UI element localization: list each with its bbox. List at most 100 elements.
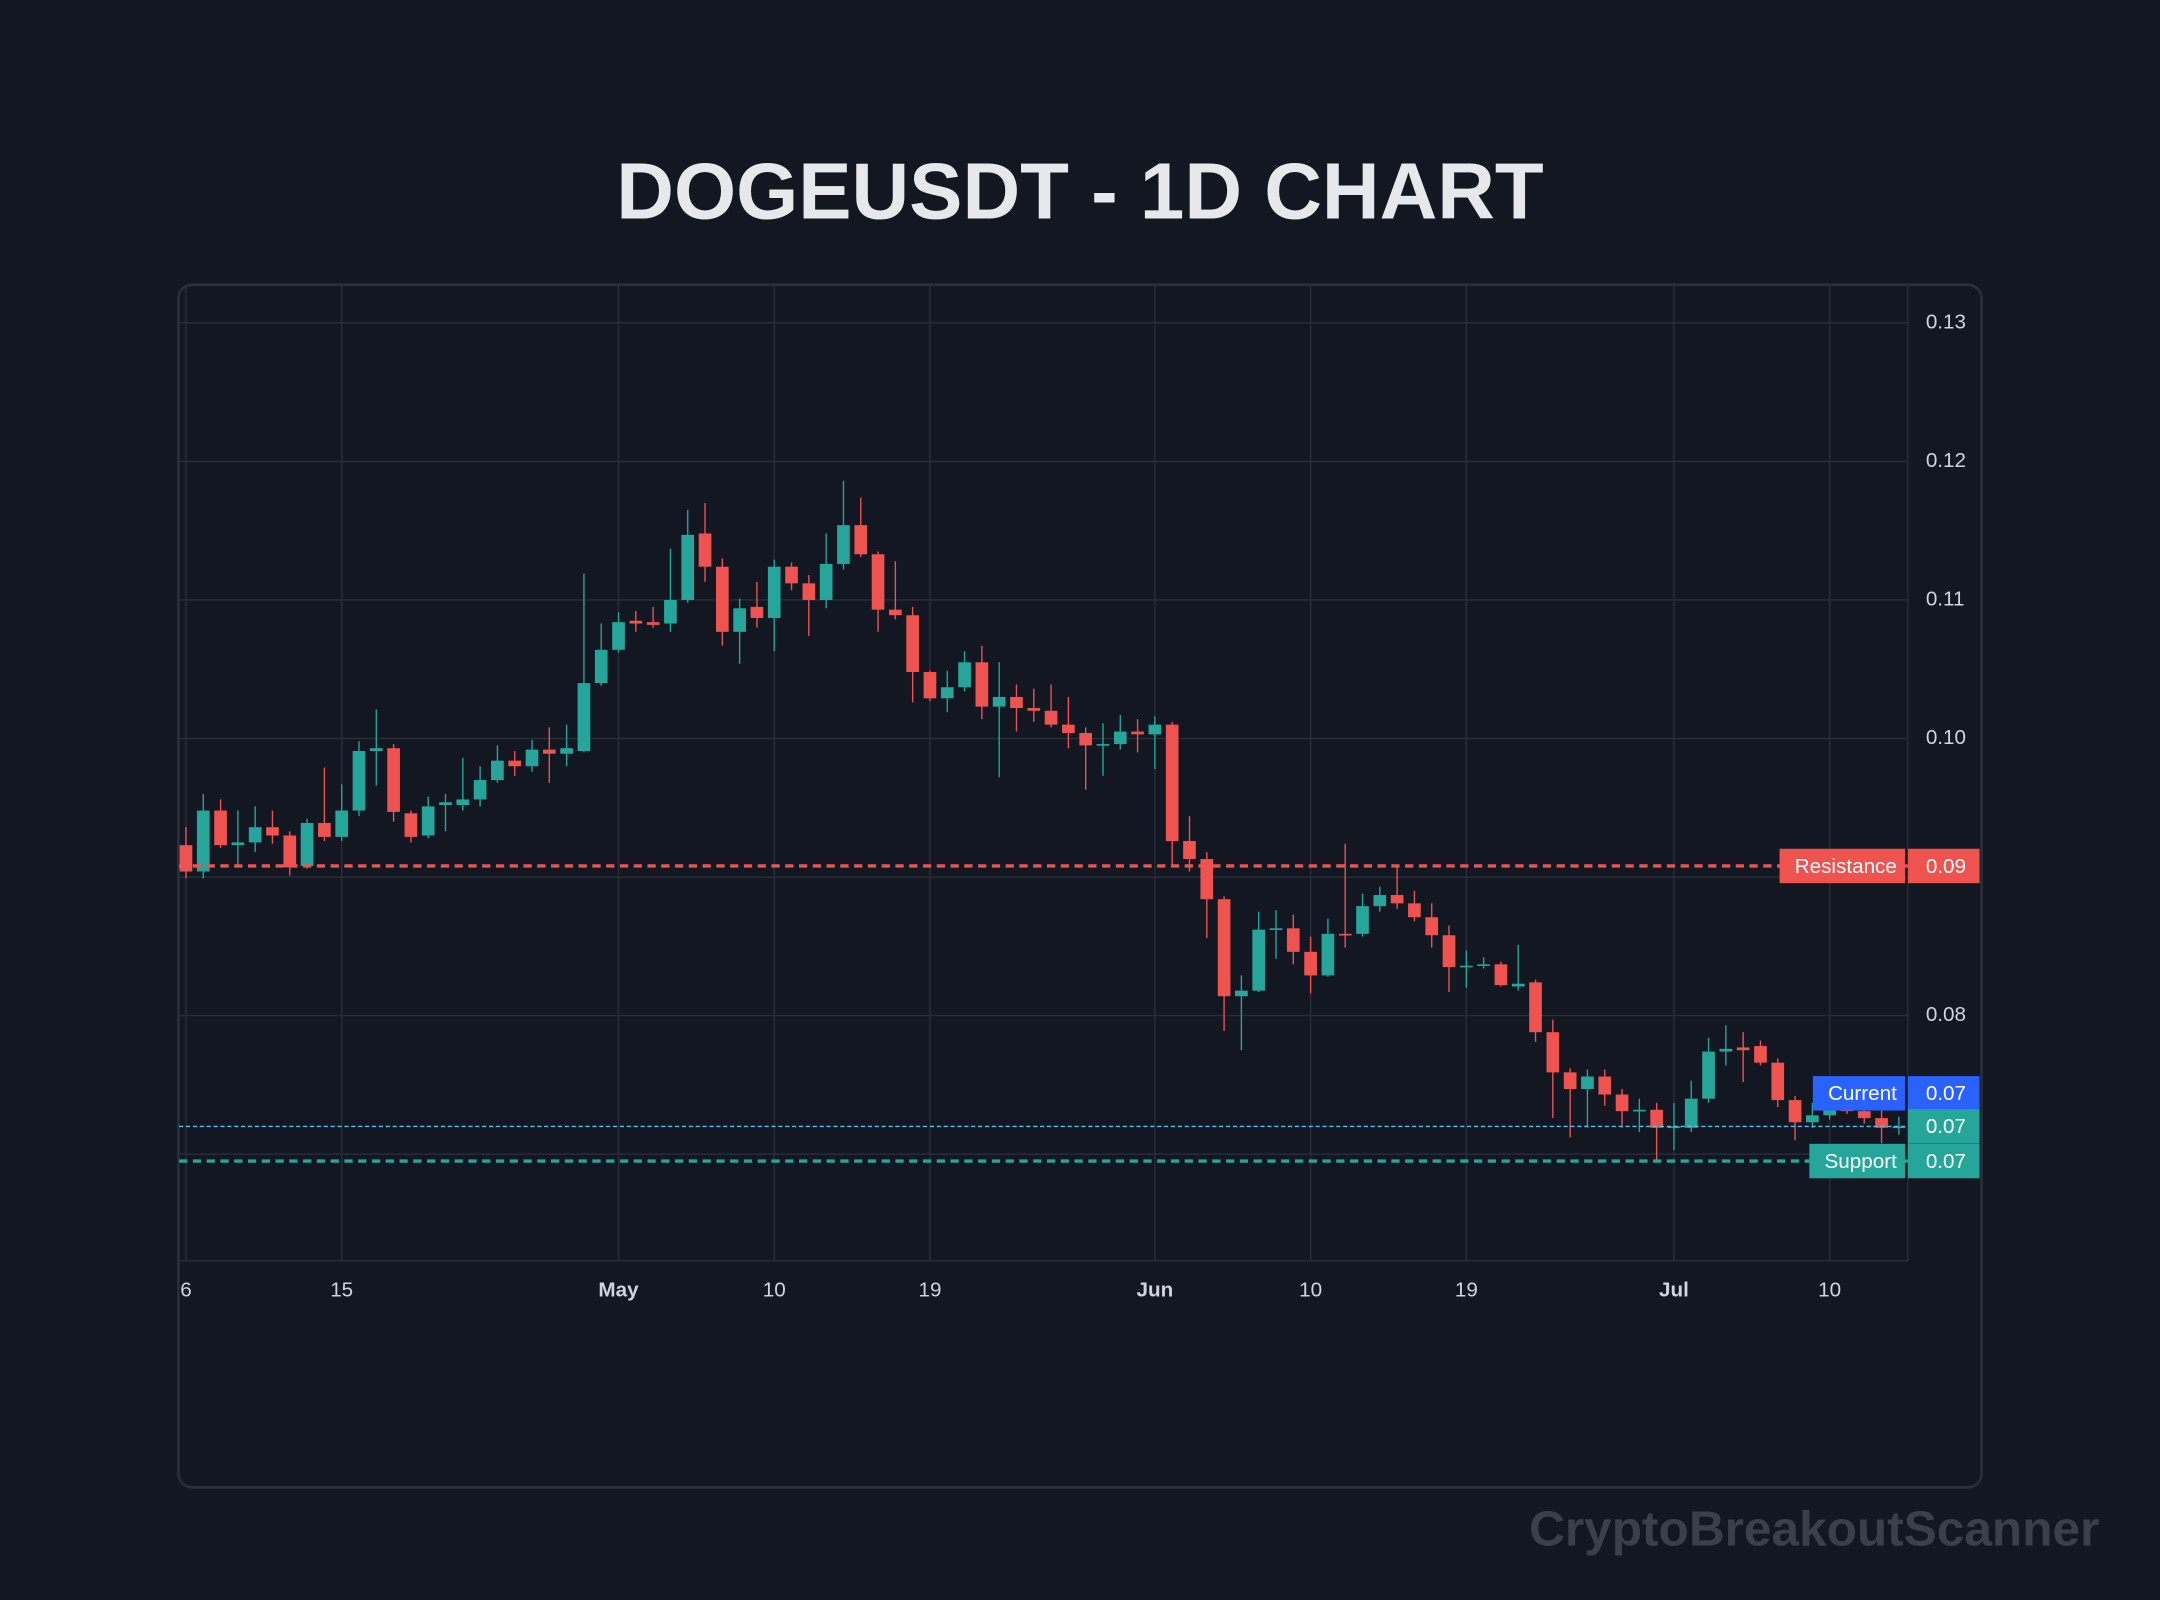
candle-body xyxy=(958,662,971,688)
candle-body xyxy=(664,599,677,624)
candle-body xyxy=(1581,1076,1594,1090)
candle-body xyxy=(1771,1062,1785,1101)
candle-body xyxy=(369,748,383,751)
candle-body xyxy=(1633,1109,1646,1112)
candle-body xyxy=(1286,928,1300,952)
candle-body xyxy=(1615,1094,1629,1112)
candle-body xyxy=(1754,1046,1767,1063)
candle-body xyxy=(421,806,435,836)
candle-body xyxy=(300,823,314,866)
candle-body xyxy=(1408,903,1421,918)
candle-body xyxy=(715,566,729,632)
level-price-label: 0.07 xyxy=(1926,1150,1966,1173)
candle-body xyxy=(1252,929,1266,991)
candle-body xyxy=(525,749,539,767)
candle-body xyxy=(837,525,850,564)
candle-body xyxy=(1235,990,1248,997)
candle-body xyxy=(1442,935,1456,968)
candle-body xyxy=(1269,928,1283,930)
x-tick-label: 15 xyxy=(330,1279,353,1302)
candle-body xyxy=(1459,965,1473,968)
candle-body xyxy=(318,823,331,837)
candle-body xyxy=(456,799,470,806)
candle-body xyxy=(248,827,262,843)
level-name: Support xyxy=(1825,1150,1898,1173)
candle-body xyxy=(1165,724,1179,842)
candle-body xyxy=(975,662,989,707)
candle-body xyxy=(1356,906,1369,934)
x-tick-label: Jun xyxy=(1137,1279,1174,1302)
candle-body xyxy=(1719,1048,1733,1052)
watermark: CryptoBreakoutScanner xyxy=(1529,1500,2099,1556)
candle-body xyxy=(1477,964,1490,966)
candle-body xyxy=(802,583,816,600)
candle-body xyxy=(1684,1098,1698,1128)
chart-title: DOGEUSDT - 1D CHART xyxy=(616,146,1543,235)
level-price-box xyxy=(1907,1076,1980,1111)
candle-body xyxy=(1096,744,1110,746)
candle-body xyxy=(1494,964,1508,986)
y-tick-label: 0.12 xyxy=(1926,449,1966,472)
y-tick-label: 0.11 xyxy=(1926,587,1965,610)
candle-body xyxy=(1062,724,1075,733)
level-price-box xyxy=(1907,848,1980,884)
candle-body xyxy=(1788,1100,1802,1123)
candle-body xyxy=(1079,732,1093,746)
candle-body xyxy=(1546,1032,1560,1073)
candle-body xyxy=(387,748,400,812)
candle-body xyxy=(1200,859,1214,900)
x-tick-label: 19 xyxy=(918,1279,941,1302)
candle-body xyxy=(196,810,210,872)
last-price-label: 0.07 xyxy=(1926,1115,1966,1138)
level-name-box xyxy=(1809,1143,1906,1179)
x-tick-label: Jul xyxy=(1659,1279,1689,1302)
x-tick-label: 10 xyxy=(1818,1279,1841,1302)
candle-body xyxy=(940,687,954,699)
candle-body xyxy=(1857,1111,1871,1119)
candle-body xyxy=(577,683,591,751)
level-price-label: 0.09 xyxy=(1926,855,1966,878)
candle-body xyxy=(1148,724,1162,735)
candle-body xyxy=(508,760,522,767)
candle-body xyxy=(266,827,279,836)
last-price-box xyxy=(1907,1109,1980,1144)
candle-body xyxy=(1806,1115,1819,1123)
candle-body xyxy=(1667,1126,1681,1129)
candle-body xyxy=(542,749,556,754)
candle-body xyxy=(1875,1118,1888,1128)
candle-body xyxy=(1390,895,1404,904)
candle-body xyxy=(473,780,487,800)
candle-body xyxy=(231,842,245,846)
candle-body xyxy=(560,748,573,754)
candle-body xyxy=(491,760,504,781)
level-name: Resistance xyxy=(1795,855,1897,878)
candle-body xyxy=(1044,710,1058,725)
candle-body xyxy=(767,566,781,618)
candle-body xyxy=(1529,982,1542,1033)
candle-body xyxy=(1304,951,1317,976)
candle-body xyxy=(733,608,746,632)
candle-body xyxy=(906,615,919,673)
candle-body xyxy=(889,609,902,616)
candle-body xyxy=(1113,731,1127,745)
level-price-label: 0.07 xyxy=(1926,1082,1966,1105)
candle-body xyxy=(1183,841,1196,860)
candle-body xyxy=(1511,983,1525,987)
candle-body xyxy=(1131,731,1144,735)
candle-body xyxy=(1373,895,1387,907)
candle-body xyxy=(629,620,643,624)
x-tick-label: May xyxy=(598,1279,639,1302)
candle-body xyxy=(854,525,868,555)
candle-body xyxy=(404,813,418,837)
candle-body xyxy=(681,534,695,600)
candle-body xyxy=(1321,933,1335,976)
candle-body xyxy=(1563,1072,1577,1090)
candle-body xyxy=(819,563,833,600)
candle-body xyxy=(1650,1109,1663,1128)
candle-body xyxy=(1425,917,1439,936)
candle-body xyxy=(646,622,660,625)
candle-body xyxy=(923,672,937,699)
candle-body xyxy=(785,566,798,584)
